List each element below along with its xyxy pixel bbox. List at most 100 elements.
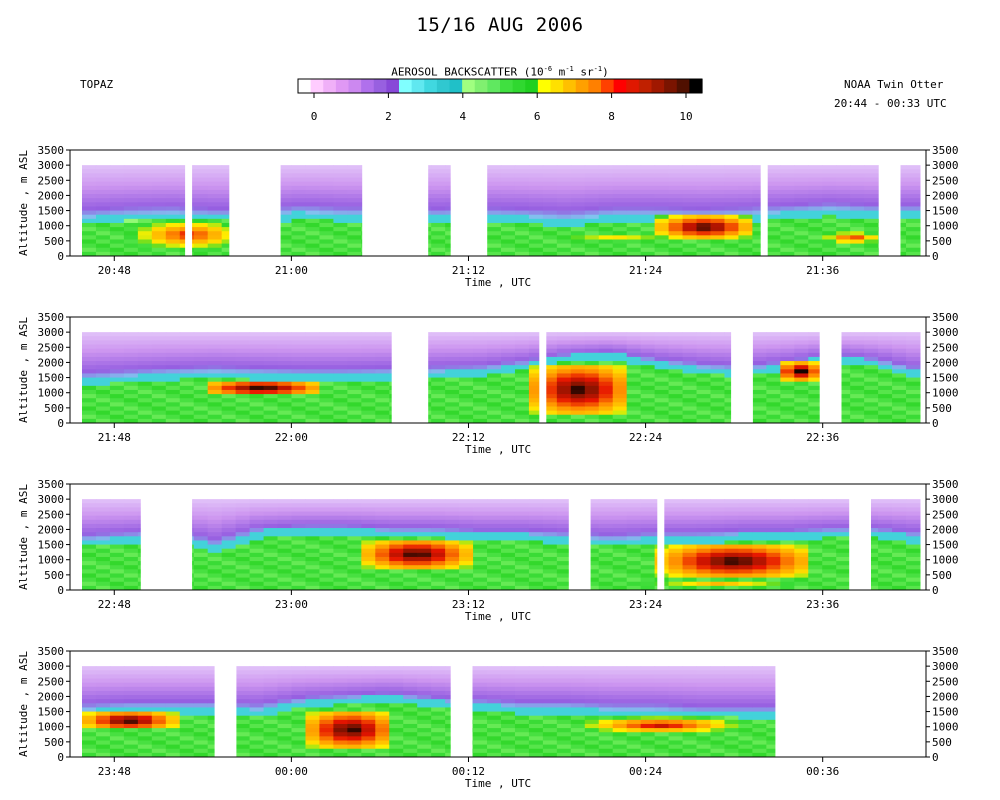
backscatter-cell (808, 548, 823, 554)
backscatter-cell (487, 744, 502, 750)
backscatter-cell (277, 348, 292, 354)
backscatter-cell (375, 377, 390, 383)
backscatter-cell (808, 210, 823, 216)
backscatter-cell (445, 507, 460, 513)
backscatter-cell (612, 332, 628, 337)
backscatter-cell (612, 523, 628, 529)
backscatter-cell (892, 394, 907, 399)
backscatter-cell (95, 198, 111, 203)
backscatter-cell (752, 499, 767, 504)
backscatter-cell (375, 418, 390, 424)
backscatter-cell (556, 573, 572, 579)
backscatter-cell (612, 577, 628, 583)
backscatter-cell (528, 723, 544, 729)
backscatter-cell (501, 389, 516, 395)
backscatter-cell (389, 666, 404, 671)
backscatter-cell (808, 177, 823, 183)
backscatter-cell (752, 369, 767, 374)
backscatter-cell (179, 723, 195, 729)
backscatter-cell (277, 361, 292, 366)
backscatter-cell (682, 222, 698, 228)
backscatter-cell (459, 569, 474, 574)
backscatter-cell (82, 585, 97, 591)
backscatter-cell (277, 674, 292, 680)
backscatter-cell (361, 699, 376, 704)
backscatter-cell (738, 503, 753, 508)
backscatter-cell (710, 398, 725, 403)
backscatter-cell (794, 585, 809, 591)
backscatter-cell (892, 385, 907, 391)
backscatter-cell (291, 344, 306, 350)
backscatter-cell (445, 369, 460, 374)
backscatter-cell (347, 503, 362, 508)
backscatter-cell (375, 748, 390, 754)
backscatter-cell (221, 519, 237, 525)
backscatter-cell (109, 695, 125, 700)
backscatter-cell (277, 243, 292, 249)
backscatter-cell (305, 577, 320, 583)
backscatter-cell (640, 194, 656, 199)
backscatter-cell (151, 695, 167, 700)
backscatter-cell (892, 499, 907, 504)
backscatter-cell (766, 544, 781, 550)
backscatter-cell (626, 381, 642, 387)
backscatter-cell (319, 690, 334, 696)
backscatter-cell (165, 418, 181, 424)
backscatter-cell (640, 503, 656, 508)
backscatter-cell (808, 348, 823, 354)
backscatter-cell (808, 511, 823, 517)
backscatter-cell (95, 239, 111, 245)
backscatter-cell (752, 515, 767, 521)
backscatter-cell (277, 198, 292, 203)
backscatter-cell (221, 231, 237, 236)
backscatter-cell (445, 352, 460, 358)
backscatter-cell (123, 748, 139, 754)
backscatter-cell (109, 674, 125, 680)
backscatter-cell (95, 414, 111, 420)
backscatter-cell (724, 503, 739, 508)
backscatter-cell (864, 532, 879, 537)
backscatter-cell (780, 544, 795, 550)
backscatter-cell (528, 577, 544, 583)
backscatter-cell (682, 561, 698, 566)
backscatter-cell (696, 218, 711, 224)
backscatter-cell (668, 177, 684, 183)
backscatter-cell (878, 556, 893, 562)
backscatter-cell (221, 402, 237, 407)
backscatter-cell (682, 251, 698, 257)
backscatter-cell (459, 381, 474, 387)
backscatter-cell (221, 503, 237, 508)
backscatter-cell (319, 406, 334, 412)
backscatter-cell (319, 340, 334, 346)
backscatter-cell (347, 198, 362, 203)
backscatter-cell (808, 406, 823, 412)
backscatter-cell (305, 699, 320, 704)
backscatter-cell (361, 670, 376, 675)
backscatter-cell (906, 181, 921, 187)
backscatter-cell (682, 247, 698, 253)
backscatter-cell (626, 511, 642, 517)
backscatter-cell (528, 519, 544, 525)
backscatter-cell (487, 206, 502, 212)
backscatter-cell (82, 214, 97, 220)
backscatter-cell (235, 686, 251, 692)
backscatter-cell (333, 523, 348, 529)
backscatter-cell (207, 565, 223, 570)
backscatter-cell (151, 381, 167, 387)
backscatter-cell (808, 243, 823, 249)
backscatter-cell (291, 365, 306, 370)
y-tick-label: 0 (57, 250, 64, 263)
backscatter-cell (892, 523, 907, 529)
backscatter-cell (347, 740, 362, 746)
backscatter-cell (640, 369, 656, 374)
backscatter-cell (473, 402, 488, 407)
backscatter-cell (417, 732, 432, 737)
backscatter-cell (207, 165, 223, 170)
backscatter-cell (501, 732, 516, 737)
backscatter-cell (626, 394, 642, 399)
backscatter-cell (151, 202, 167, 207)
backscatter-cell (179, 752, 195, 758)
backscatter-cell (361, 719, 376, 725)
backscatter-cell (235, 748, 251, 754)
backscatter-cell (235, 703, 251, 708)
